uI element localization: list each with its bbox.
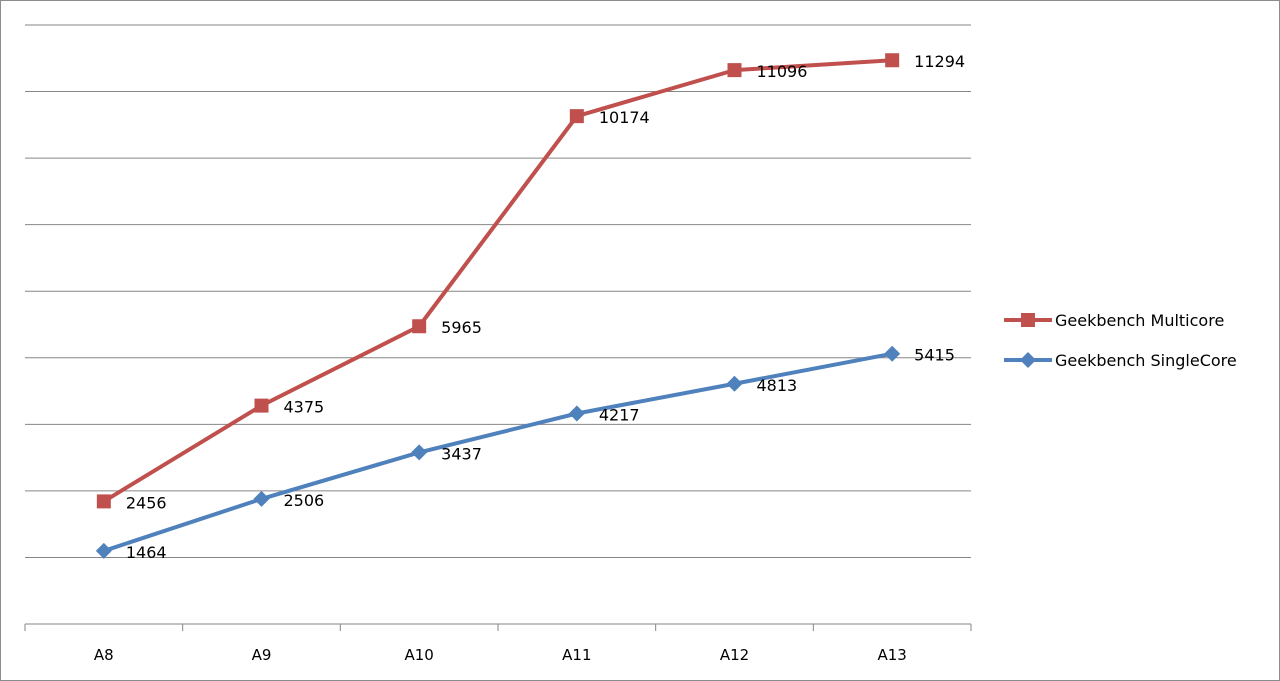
data-point [411, 444, 428, 461]
data-label: 3437 [441, 444, 482, 463]
legend-marker [1021, 313, 1035, 327]
data-label: 2506 [284, 491, 325, 510]
data-point [95, 542, 112, 559]
legend-item-geekbench-multicore: Geekbench Multicore [1004, 311, 1224, 330]
legend-label: Geekbench SingleCore [1055, 351, 1237, 370]
data-point [569, 109, 584, 124]
data-label: 11294 [914, 52, 965, 71]
data-label: 4375 [284, 398, 325, 417]
data-label: 4813 [757, 376, 798, 395]
series-geekbench-multicore [96, 53, 900, 509]
x-tick-label: A9 [252, 646, 272, 664]
legend-label: Geekbench Multicore [1055, 311, 1224, 330]
data-point [885, 53, 900, 68]
x-tick-label: A13 [877, 646, 906, 664]
data-point [96, 494, 111, 509]
data-point [726, 375, 743, 392]
data-labels: 2456 4375 5965 10174 11096 11294 1464 2506 3437 4… [126, 52, 965, 562]
data-point [254, 398, 269, 413]
data-point [568, 405, 585, 422]
data-label: 5965 [441, 318, 482, 337]
series-line [103, 351, 893, 553]
data-label: 1464 [126, 543, 167, 562]
data-label: 5415 [914, 346, 955, 365]
data-point [884, 345, 901, 362]
series-geekbench-singlecore [95, 345, 901, 559]
x-tick-label: A8 [94, 646, 114, 664]
legend-item-geekbench-singlecore: Geekbench SingleCore [1004, 351, 1237, 370]
x-tick-label: A12 [720, 646, 749, 664]
series-group [95, 53, 901, 559]
data-label: 11096 [757, 62, 808, 81]
data-point [253, 490, 270, 507]
data-point [412, 319, 427, 334]
data-label: 10174 [599, 108, 650, 127]
x-tick-label: A11 [562, 646, 591, 664]
x-tick-label: A10 [404, 646, 433, 664]
legend-marker [1020, 352, 1036, 368]
data-label: 2456 [126, 493, 167, 512]
series-line [102, 58, 893, 504]
gridlines [25, 24, 971, 558]
x-axis: A8 A9 A10 A11 A12 A13 [24, 623, 972, 664]
data-point [727, 63, 742, 78]
legend: Geekbench Multicore Geekbench SingleCore [1004, 311, 1237, 370]
data-label: 4217 [599, 406, 640, 425]
